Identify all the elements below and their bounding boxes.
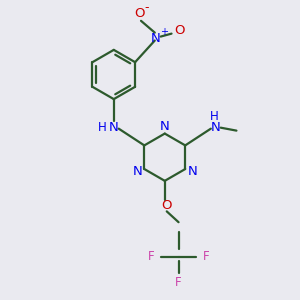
Text: N: N — [109, 121, 119, 134]
Text: N: N — [133, 166, 142, 178]
Text: O: O — [174, 24, 185, 37]
Text: N: N — [151, 32, 161, 45]
Text: F: F — [175, 276, 182, 289]
Text: N: N — [160, 120, 169, 133]
Text: F: F — [203, 250, 209, 263]
Text: H: H — [98, 121, 106, 134]
Text: O: O — [134, 8, 144, 20]
Text: -: - — [145, 1, 149, 13]
Text: O: O — [161, 199, 172, 212]
Text: N: N — [187, 166, 197, 178]
Text: F: F — [148, 250, 154, 263]
Text: N: N — [211, 121, 220, 134]
Text: +: + — [160, 27, 168, 37]
Text: H: H — [209, 110, 218, 123]
